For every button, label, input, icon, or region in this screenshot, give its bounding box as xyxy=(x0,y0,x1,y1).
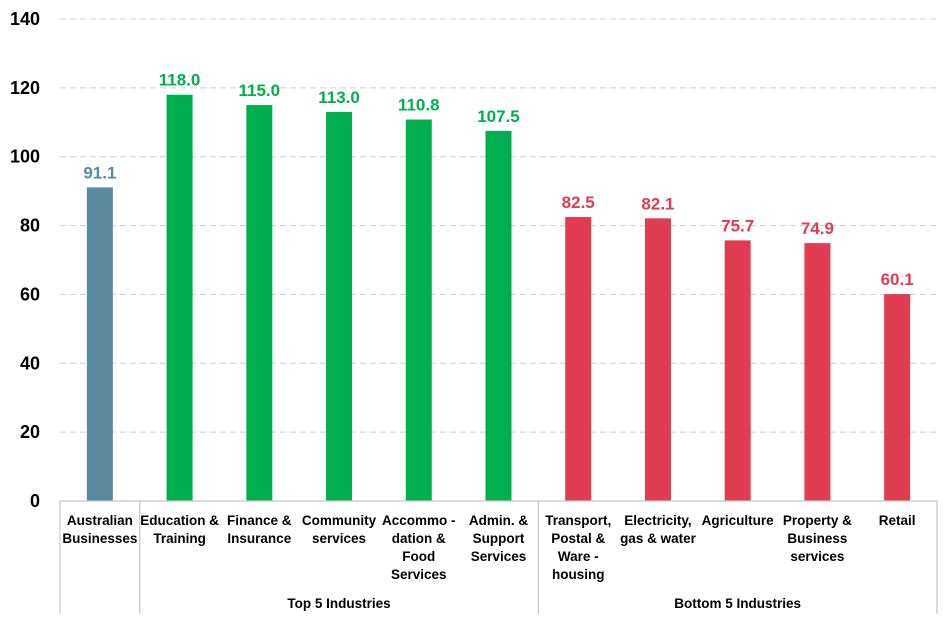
x-tick-label: Food xyxy=(402,549,435,564)
data-label: 75.7 xyxy=(721,216,754,235)
bar xyxy=(326,111,353,501)
group-label: Top 5 Industries xyxy=(287,596,390,611)
x-tick-label: Community xyxy=(302,513,377,528)
x-tick-label: gas & water xyxy=(620,531,697,546)
bar xyxy=(565,216,592,501)
data-label: 115.0 xyxy=(239,81,281,100)
x-tick-label: Business xyxy=(787,531,847,546)
x-tick-label: Services xyxy=(471,549,527,564)
group-label: Bottom 5 Industries xyxy=(674,596,801,611)
data-labels: 91.1 118.0 115.0 113.0 110.8 107.5 82.5 82.1 75.… xyxy=(83,71,913,289)
x-tick-label: Training xyxy=(153,531,206,546)
x-tick-label: services xyxy=(790,549,844,564)
data-label: 82.1 xyxy=(641,194,674,213)
x-tick-label: Services xyxy=(391,567,447,582)
x-tick-label: housing xyxy=(552,567,605,582)
x-tick-label: Postal & xyxy=(551,531,605,546)
y-axis: 0 20 40 60 80 100 120 140 xyxy=(10,9,40,511)
x-tick-label: Support xyxy=(473,531,525,546)
data-label: 110.8 xyxy=(398,96,440,115)
data-label: 113.0 xyxy=(318,88,360,107)
x-tick-label: Admin. & xyxy=(469,513,528,528)
bar xyxy=(166,94,193,501)
y-tick-label: 20 xyxy=(20,422,40,442)
y-tick-label: 40 xyxy=(20,353,40,373)
x-tick-label: Insurance xyxy=(227,531,291,546)
x-tick-label: Retail xyxy=(879,513,916,528)
data-label: 74.9 xyxy=(801,219,834,238)
x-tick-label: Electricity, xyxy=(624,513,691,528)
y-tick-label: 80 xyxy=(20,216,40,236)
y-tick-label: 0 xyxy=(30,491,40,511)
bar xyxy=(724,240,751,501)
y-tick-label: 60 xyxy=(20,284,40,304)
x-tick-label: Transport, xyxy=(545,513,611,528)
x-tick-label: dation & xyxy=(392,531,446,546)
x-tick-label: Finance & xyxy=(227,513,292,528)
x-tick-label: services xyxy=(312,531,366,546)
x-tick-label: Australian xyxy=(67,513,133,528)
bar xyxy=(246,105,273,502)
bar xyxy=(485,130,512,501)
data-label: 82.5 xyxy=(562,193,595,212)
x-tick-label: Agriculture xyxy=(702,513,775,528)
x-tick-label: Accommo - xyxy=(382,513,456,528)
bar xyxy=(86,187,113,501)
bar xyxy=(804,243,831,501)
y-tick-label: 100 xyxy=(10,147,40,167)
data-label: 107.5 xyxy=(477,107,520,126)
data-label: 60.1 xyxy=(881,270,914,289)
y-tick-label: 120 xyxy=(10,78,40,98)
y-tick-label: 140 xyxy=(10,9,40,29)
bar xyxy=(405,119,432,501)
gridlines xyxy=(60,18,937,433)
data-label: 91.1 xyxy=(83,163,116,182)
x-tick-label: Education & xyxy=(140,513,219,528)
bar xyxy=(884,294,911,501)
bar xyxy=(644,218,671,501)
bars xyxy=(86,94,911,502)
x-tick-label: Ware - xyxy=(558,549,599,564)
data-label: 118.0 xyxy=(159,71,201,90)
x-tick-label: Businesses xyxy=(62,531,137,546)
x-tick-label: Property & xyxy=(783,513,852,528)
